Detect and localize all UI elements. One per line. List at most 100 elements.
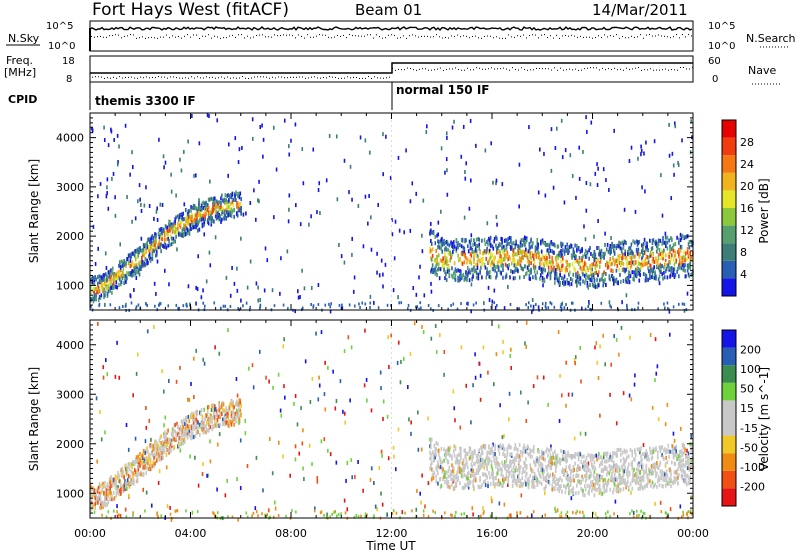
velocity-point (480, 464, 482, 469)
nsearch-dot (454, 35, 455, 37)
power-point (623, 239, 626, 244)
power-point (586, 250, 589, 255)
velocity-point (104, 495, 106, 500)
power-point (496, 264, 499, 269)
velocity-point (459, 481, 461, 486)
velocity-point (209, 413, 212, 418)
power-point (475, 301, 477, 305)
velocity-point (164, 433, 167, 438)
power-point (540, 249, 543, 254)
power-point (168, 219, 170, 224)
nsearch-dot (91, 35, 92, 37)
velocity-point (449, 445, 452, 450)
power-point (133, 263, 136, 268)
power-point (182, 304, 185, 308)
power-point (459, 243, 461, 248)
velocity-point (666, 402, 669, 407)
power-point (226, 200, 228, 205)
velocity-point (215, 412, 218, 417)
velocity-point (551, 472, 554, 477)
power-point (540, 257, 543, 262)
power-point (639, 267, 641, 272)
power-point (189, 214, 191, 219)
power-point (200, 213, 203, 218)
power-point (644, 257, 647, 262)
power-point (452, 244, 454, 249)
power-point (145, 302, 147, 306)
power-point (603, 280, 605, 285)
power-point (148, 249, 151, 254)
power-point (288, 207, 290, 212)
velocity-point (443, 458, 445, 463)
velocity-point (493, 482, 495, 487)
power-point (663, 262, 666, 267)
velocity-point (239, 398, 242, 403)
power-point (550, 127, 553, 132)
power-point (121, 260, 124, 265)
power-point (93, 290, 96, 295)
power-point (154, 245, 156, 250)
power-point (584, 262, 587, 267)
power-point (353, 275, 356, 280)
power-point (497, 243, 500, 248)
power-point (578, 145, 581, 150)
velocity-point (496, 467, 499, 472)
power-point (431, 253, 434, 258)
power-point (138, 261, 140, 266)
velocity-point (184, 434, 186, 439)
power-point (158, 303, 160, 307)
power-point (597, 219, 599, 224)
power-colorbar-frame (721, 119, 737, 297)
velocity-point (464, 465, 466, 470)
power-point (200, 207, 203, 212)
power-point (614, 261, 617, 266)
nsearch-dot (172, 35, 173, 37)
power-point (671, 238, 673, 243)
power-point (591, 262, 594, 267)
power-point (598, 270, 600, 275)
power-point (661, 272, 663, 277)
velocity-point (463, 485, 466, 490)
velocity-point (178, 444, 181, 449)
nsearch-dot (205, 35, 206, 37)
power-point (155, 240, 157, 245)
power-point (602, 254, 605, 259)
power-point (503, 257, 506, 262)
power-point (591, 275, 594, 280)
power-point (610, 262, 612, 267)
power-point (489, 251, 492, 256)
velocity-point (113, 481, 116, 486)
power-point (682, 259, 685, 264)
power-point (600, 277, 603, 282)
power-point (508, 263, 510, 268)
power-point (195, 206, 198, 211)
power-point (219, 214, 221, 219)
power-point (525, 303, 527, 307)
power-point (496, 247, 498, 252)
velocity-point (459, 459, 461, 464)
velocity-point (118, 375, 121, 380)
velocity-point (470, 420, 472, 425)
power-point (450, 255, 452, 260)
velocity-point (265, 375, 267, 380)
velocity-point (177, 437, 180, 442)
velocity-point (268, 436, 271, 441)
velocity-point (101, 500, 104, 505)
velocity-point (572, 511, 574, 515)
nsearch-dot (277, 35, 278, 37)
velocity-point (183, 421, 185, 426)
velocity-point (137, 464, 140, 469)
velocity-point (160, 449, 162, 454)
power-point (638, 261, 641, 266)
velocity-point (107, 493, 110, 498)
power-point (613, 262, 616, 267)
nsearch-dot (583, 36, 584, 38)
velocity-point (214, 513, 216, 517)
power-point (462, 245, 465, 250)
power-point (302, 181, 305, 186)
velocity-point (301, 441, 304, 446)
power-point (490, 305, 493, 309)
velocity-point (431, 468, 434, 473)
velocity-point (344, 511, 347, 515)
power-point (534, 275, 537, 280)
